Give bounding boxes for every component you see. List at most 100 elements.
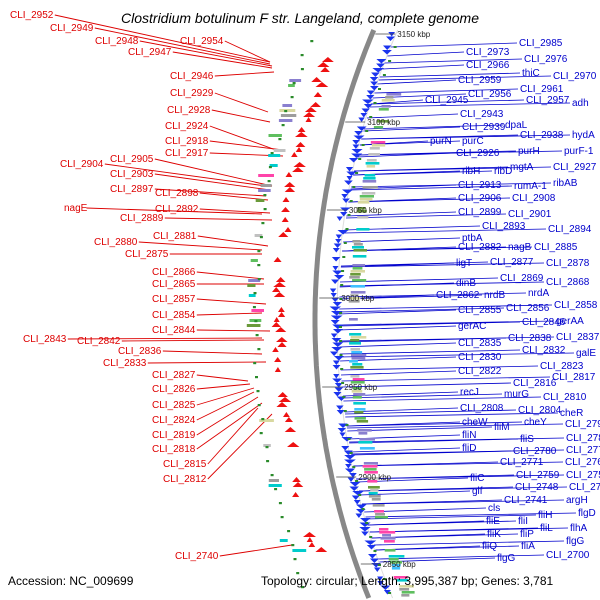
reverse-gene-label: CLI_2928 xyxy=(167,105,211,116)
gc-mark xyxy=(280,516,284,519)
forward-gene-mark xyxy=(330,333,338,338)
forward-label-connector xyxy=(339,349,521,355)
cog-feature-block xyxy=(350,273,361,276)
reverse-gene-label: CLI_2819 xyxy=(152,430,196,441)
gc-mark xyxy=(252,306,256,309)
cog-feature-block xyxy=(357,201,370,204)
forward-gene-label: CLI_2906 xyxy=(458,193,502,204)
forward-gene-label: CLI_2938 xyxy=(520,130,564,141)
reverse-feature-block xyxy=(248,279,261,282)
gc-mark xyxy=(365,130,369,132)
cog-feature-block xyxy=(357,207,366,210)
reverse-gene-label: CLI_2924 xyxy=(165,121,209,132)
reverse-gene-mark xyxy=(317,62,330,67)
forward-gene-label: CLI_2832 xyxy=(522,345,566,356)
cog-feature-block xyxy=(365,162,380,165)
forward-gene-label: ribD xyxy=(494,166,512,177)
reverse-gene-mark xyxy=(285,172,293,177)
reverse-gene-label: CLI_2954 xyxy=(180,36,224,47)
forward-gene-label: fliK xyxy=(487,529,501,540)
cog-feature-block xyxy=(382,534,391,537)
forward-gene-mark xyxy=(349,486,359,491)
reverse-gene-label: CLI_2833 xyxy=(103,358,147,369)
forward-label-connector xyxy=(344,409,517,415)
forward-gene-mark xyxy=(332,342,344,347)
cog-feature-block xyxy=(371,498,381,501)
reverse-gene-label: CLI_2826 xyxy=(152,384,196,395)
forward-gene-label: ptbA xyxy=(462,233,483,244)
forward-gene-mark xyxy=(349,482,361,487)
cog-feature-block xyxy=(348,300,360,303)
forward-gene-mark xyxy=(336,216,343,221)
forward-gene-label: CLI_2893 xyxy=(482,221,526,232)
reverse-label-connector xyxy=(224,40,271,63)
forward-gene-mark xyxy=(359,527,371,532)
reverse-gene-label: CLI_2824 xyxy=(152,415,196,426)
forward-gene-mark xyxy=(338,423,348,428)
forward-gene-mark xyxy=(336,410,345,415)
reverse-gene-mark xyxy=(308,542,316,547)
forward-gene-label: nrdB xyxy=(484,290,505,301)
cog-feature-block xyxy=(352,240,361,243)
cog-feature-block xyxy=(370,489,379,492)
forward-gene-mark xyxy=(352,144,360,149)
forward-gene-mark xyxy=(331,257,341,262)
reverse-label-connector xyxy=(164,217,273,221)
reverse-gene-mark xyxy=(278,312,286,317)
cog-feature-block xyxy=(362,186,378,189)
gc-mark xyxy=(378,564,381,566)
forward-label-connector xyxy=(345,412,559,418)
reverse-feature-block xyxy=(255,199,265,202)
reverse-label-connector xyxy=(196,387,255,406)
reverse-label-connector xyxy=(139,40,273,67)
forward-gene-mark xyxy=(383,590,391,595)
forward-label-connector xyxy=(363,126,461,132)
gc-mark xyxy=(365,522,369,524)
cog-feature-block xyxy=(354,417,366,420)
forward-gene-mark xyxy=(366,95,375,100)
cog-feature-block xyxy=(364,174,376,177)
forward-label-connector xyxy=(338,320,555,326)
gc-mark xyxy=(343,242,347,244)
gc-mark xyxy=(349,452,353,454)
reverse-gene-label: CLI_2947 xyxy=(128,47,172,58)
forward-gene-label: ribH xyxy=(462,166,480,177)
reverse-gene-mark xyxy=(271,322,281,327)
forward-gene-label: nrdA xyxy=(528,288,549,299)
cog-feature-block xyxy=(352,264,366,267)
forward-label-connector xyxy=(345,213,507,219)
cog-feature-block xyxy=(350,366,364,369)
forward-gene-mark xyxy=(339,432,346,437)
reverse-label-connector xyxy=(196,402,263,450)
cog-feature-block xyxy=(353,402,366,405)
gc-mark xyxy=(278,138,282,141)
gc-mark xyxy=(342,396,346,398)
cog-feature-block xyxy=(353,387,361,390)
forward-label-connector xyxy=(340,370,457,376)
gc-mark xyxy=(361,508,365,510)
forward-label-connector xyxy=(375,545,520,551)
forward-gene-mark xyxy=(340,212,348,217)
scale-label: 3050 kbp xyxy=(349,206,382,215)
gc-mark xyxy=(388,592,392,594)
forward-gene-mark xyxy=(361,531,369,536)
forward-gene-label: CLI_2741 xyxy=(504,495,548,506)
reverse-feature-block xyxy=(248,294,256,297)
reverse-gene-mark xyxy=(284,187,296,192)
forward-gene-mark xyxy=(345,167,354,172)
reverse-feature-block xyxy=(282,104,293,107)
forward-label-connector xyxy=(354,166,552,172)
forward-gene-mark xyxy=(356,126,367,131)
reverse-label-connector xyxy=(172,51,273,69)
forward-label-connector xyxy=(339,294,483,300)
cog-feature-block xyxy=(384,549,396,552)
gc-mark xyxy=(339,312,343,314)
forward-gene-label: fliH xyxy=(538,510,552,521)
scale-labels: 3150 kbp 3100 kbp 3050 kbp 3000 kbp 2950 kbp… xyxy=(319,30,431,569)
reverse-gene-label: CLI_2844 xyxy=(152,325,196,336)
gc-mark xyxy=(339,298,343,300)
forward-gene-label: CLI_2748 xyxy=(515,482,559,493)
reverse-gene-mark xyxy=(320,67,330,72)
reverse-gene-mark xyxy=(277,342,287,347)
forward-gene-label: flgG xyxy=(497,553,516,564)
